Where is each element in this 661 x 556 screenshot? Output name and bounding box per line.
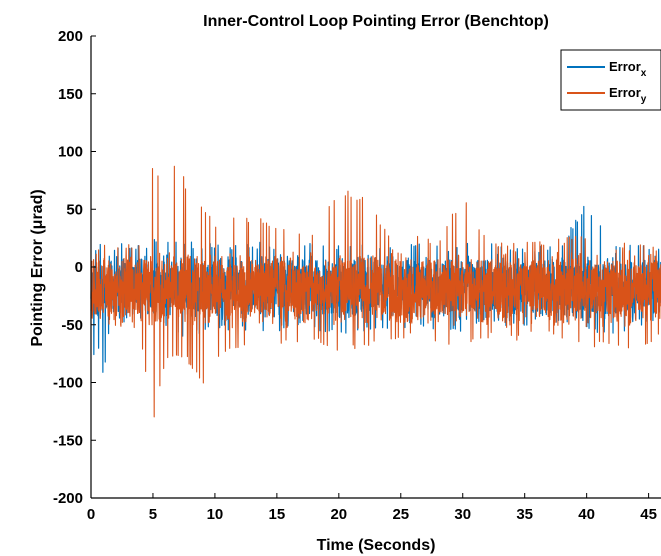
x-axis-label: Time (Seconds) bbox=[317, 537, 436, 554]
y-axis-label: Pointing Error (μrad) bbox=[29, 189, 46, 346]
series-error-y bbox=[90, 165, 661, 418]
x-tick-label: 30 bbox=[454, 506, 471, 523]
x-tick-label: 20 bbox=[330, 506, 347, 523]
ticks-layer: 0 5 10 15 20 25 30 35 40 45 -200 -150 -100 -50 0 50 100 1… bbox=[53, 28, 657, 523]
x-tick-label: 25 bbox=[392, 506, 409, 523]
x-tick-label: 40 bbox=[578, 506, 595, 523]
y-tick-label: -50 bbox=[61, 317, 83, 334]
y-tick-label: -100 bbox=[53, 375, 83, 392]
x-tick-label: 5 bbox=[149, 506, 157, 523]
y-tick-label: 100 bbox=[58, 144, 83, 161]
y-tick-label: 50 bbox=[66, 201, 83, 218]
y-tick-label: 0 bbox=[75, 259, 83, 276]
y-tick-label: -200 bbox=[53, 490, 83, 507]
x-tick-label: 35 bbox=[516, 506, 533, 523]
y-tick-label: 150 bbox=[58, 86, 83, 103]
x-tick-label: 10 bbox=[207, 506, 224, 523]
y-tick-label: 200 bbox=[58, 28, 83, 45]
legend-box bbox=[560, 49, 661, 111]
x-tick-label: 15 bbox=[269, 506, 286, 523]
series-line bbox=[90, 165, 661, 418]
series-layer bbox=[90, 165, 661, 418]
x-tick-label: 45 bbox=[640, 506, 657, 523]
x-tick-label: 0 bbox=[87, 506, 95, 523]
chart-title: Inner-Control Loop Pointing Error (Bench… bbox=[203, 13, 549, 30]
y-tick-label: -150 bbox=[53, 432, 83, 449]
